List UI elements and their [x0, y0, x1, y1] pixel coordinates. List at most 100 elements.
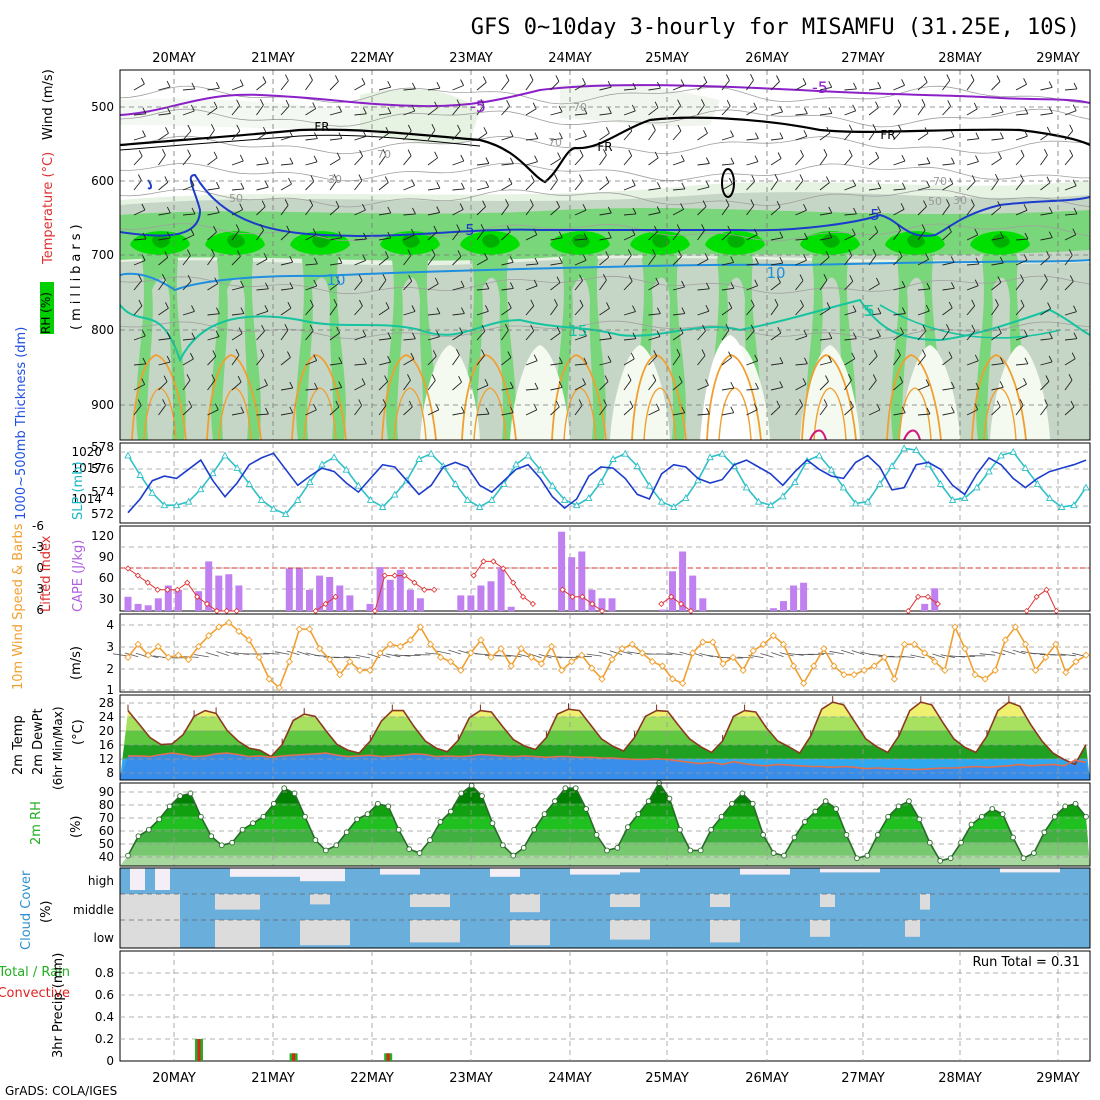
wind-barb [546, 655, 562, 659]
slp-point [415, 455, 423, 462]
wind-speed-point [860, 666, 868, 674]
slp-point [754, 497, 763, 505]
rh2m-point [926, 839, 933, 846]
rh2m-point [1010, 834, 1016, 841]
cloud-panel: high middle low Cloud Cover (%) [19, 867, 1091, 950]
cloud-block-high [570, 868, 620, 875]
top-date-labels: 20MAY 21MAY 22MAY 23MAY 24MAY 25MAY 26MAY 27MAY… [152, 51, 1080, 66]
axis-tick-label: 28 [99, 696, 114, 710]
wind-speed-point [416, 623, 425, 631]
cape-bars [124, 531, 939, 612]
slp-point [669, 503, 678, 510]
wind-speed-point [547, 642, 556, 651]
rh2m-point [156, 816, 163, 823]
wind-speed-point [578, 651, 586, 659]
wind-barb [788, 653, 804, 656]
wind-barb [932, 653, 945, 659]
axis-tick-label: 3 [36, 582, 44, 596]
wind-speed-line [124, 619, 1090, 692]
slp-point [766, 501, 775, 509]
wind-speed-point [941, 666, 949, 674]
label-slp: SLP (mb) [71, 461, 86, 520]
contour-label: 50 [928, 195, 942, 208]
wind-speed-point [961, 645, 969, 653]
wind-speed-point [315, 645, 324, 653]
wind-barb [991, 651, 1006, 656]
wind-speed-point [436, 653, 445, 661]
slp-point [354, 481, 363, 489]
axis-tick-label: 0 [36, 561, 44, 575]
lifted-index-point [569, 593, 576, 600]
slp-point [427, 449, 435, 457]
wind-barb [779, 652, 794, 657]
rh2m-point [416, 850, 423, 856]
cloud-block-high [1000, 868, 1060, 873]
slp-point [269, 504, 278, 512]
wind-barb [448, 649, 461, 655]
cape-bar [396, 569, 404, 611]
rh2m-point [947, 855, 954, 862]
cape-bar [800, 582, 808, 611]
wind-speed-point [890, 675, 899, 683]
slp-point [706, 453, 714, 461]
cape-bar [467, 595, 475, 611]
wind-speed-point [568, 658, 576, 666]
label-cloud-units: (%) [39, 901, 54, 924]
contour-label: FR [880, 128, 895, 142]
dewpt2m-line [128, 752, 1087, 771]
slp-point [548, 481, 557, 489]
date-label-bottom: 28MAY [938, 1071, 982, 1086]
lifted-index-segment [661, 596, 692, 612]
wind-barb [586, 653, 603, 657]
temp-dewpt-lines [127, 696, 1087, 771]
cloud-block-middle [410, 894, 450, 907]
slp-point [560, 495, 569, 503]
axis-tick-label: 1017 [71, 461, 102, 475]
rh2m-point [593, 832, 600, 838]
lifted-index-segment [907, 596, 939, 612]
slp-point [633, 462, 642, 470]
slp-point [221, 451, 229, 459]
wind-barb [205, 652, 219, 657]
axis-tick-label: -3 [32, 540, 44, 554]
temp2m-line [127, 701, 1087, 766]
wind-speed-point [285, 658, 293, 666]
lifted-index-point [500, 565, 507, 572]
slp-thickness-series [124, 444, 1090, 518]
wind-barb [979, 653, 996, 656]
rh2m-point [343, 829, 350, 836]
lifted-index-segment [1026, 589, 1057, 612]
wind-barb [216, 651, 229, 656]
slp-point [985, 467, 993, 475]
rh2m-point [187, 790, 194, 797]
wind-speed-point [517, 645, 525, 653]
wind-barb [679, 651, 693, 656]
wind-barb [771, 652, 784, 657]
cape-bar [215, 575, 223, 611]
slp-point [1057, 503, 1066, 510]
slp-point [1070, 501, 1078, 509]
wind-barb [609, 650, 623, 656]
axis-tick-label: 800 [91, 323, 114, 337]
rh-legend-swatch [40, 282, 54, 334]
lifted-index-point [915, 593, 922, 600]
wind-speed-point [820, 645, 828, 653]
precip-bar-convective [197, 1039, 201, 1061]
lifted-index-point [332, 593, 339, 600]
axis-tick-label: middle [73, 903, 114, 917]
slp-point [742, 483, 751, 491]
rh2m-point [760, 832, 767, 838]
wind-barb [910, 654, 925, 659]
rh2m-point [166, 803, 173, 810]
wind-speed-point [830, 662, 838, 670]
slp-point [124, 451, 132, 459]
slp-point [912, 446, 920, 454]
wind-speed-point [557, 666, 566, 674]
lifted-index-point [144, 579, 151, 586]
wind-barbs-upper [133, 73, 1090, 416]
contour-label: 30 [328, 173, 342, 186]
rh2m-point [385, 803, 392, 810]
wind-barb [760, 653, 774, 658]
cape-bar [124, 596, 132, 611]
cloud-block-low [710, 920, 740, 943]
